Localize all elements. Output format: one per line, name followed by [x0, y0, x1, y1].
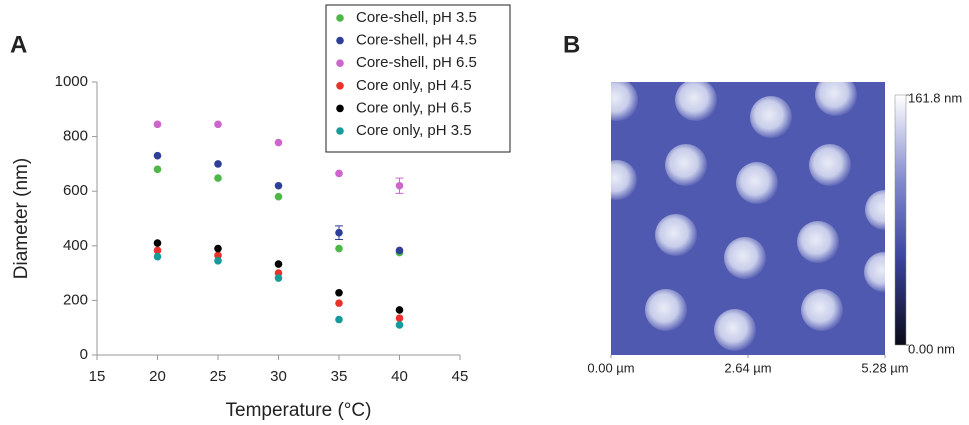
x-tick-label: 45	[452, 368, 469, 385]
colorbar	[894, 94, 907, 346]
point	[274, 260, 283, 268]
legend-box	[325, 4, 511, 153]
x-tick-label: 40	[391, 368, 408, 385]
point	[335, 228, 343, 237]
legend-marker	[336, 59, 344, 67]
colorbar-label: 161.8 nm	[908, 90, 962, 105]
point	[214, 251, 222, 260]
x-tick-label: 2.64 µm	[724, 360, 771, 375]
panel-label: A	[10, 31, 27, 58]
x-tick-label: 0.00 µm	[587, 360, 634, 375]
legend-marker	[336, 36, 344, 45]
point	[214, 174, 222, 182]
point	[335, 315, 343, 324]
x-tick-label: 5.28 µm	[861, 360, 908, 375]
y-axis-title: Diameter (nm)	[11, 158, 32, 279]
x-tick-label: 20	[149, 368, 166, 385]
colorbar-label: 0.00 nm	[908, 341, 955, 356]
y-tick-label: 0	[80, 346, 88, 363]
y-tick-label: 200	[63, 291, 88, 308]
point	[214, 160, 222, 168]
point	[153, 246, 162, 255]
point	[274, 192, 283, 201]
point	[335, 299, 343, 307]
legend-label: Core only, pH 3.5	[356, 122, 472, 139]
y-tick-label: 800	[63, 128, 88, 145]
x-tick-label: 15	[89, 368, 106, 385]
legend-marker	[336, 82, 344, 90]
point	[153, 151, 162, 160]
point	[214, 244, 222, 253]
point	[153, 165, 162, 174]
point	[274, 138, 283, 147]
point	[214, 120, 222, 129]
point	[153, 252, 162, 261]
point	[274, 274, 283, 282]
y-tick-label: 600	[63, 182, 88, 199]
x-tick-label: 25	[210, 368, 227, 385]
point	[335, 169, 343, 178]
point	[153, 239, 162, 247]
legend-label: Core only, pH 6.5	[356, 99, 472, 116]
legend-label: Core only, pH 4.5	[356, 77, 472, 94]
point	[395, 321, 404, 329]
x-axis-title: Temperature (°C)	[226, 400, 372, 421]
point	[395, 246, 404, 255]
point	[395, 181, 404, 190]
legend-label: Core-shell, pH 6.5	[356, 54, 477, 71]
point	[395, 314, 404, 322]
y-tick-label: 1000	[55, 73, 88, 90]
point	[395, 306, 404, 314]
panel-label: B	[563, 31, 580, 58]
afm-image	[611, 82, 885, 355]
legend-marker	[336, 14, 344, 22]
point	[153, 120, 162, 129]
x-tick-label: 35	[331, 368, 348, 385]
point	[274, 181, 283, 190]
legend-marker	[336, 104, 344, 113]
legend-label: Core-shell, pH 4.5	[356, 32, 477, 49]
legend-label: Core-shell, pH 3.5	[356, 9, 477, 26]
point	[214, 257, 222, 265]
point	[335, 244, 343, 253]
y-tick-label: 400	[63, 237, 88, 254]
point	[335, 288, 343, 297]
x-tick-label: 30	[270, 368, 287, 385]
legend-marker	[336, 127, 344, 135]
